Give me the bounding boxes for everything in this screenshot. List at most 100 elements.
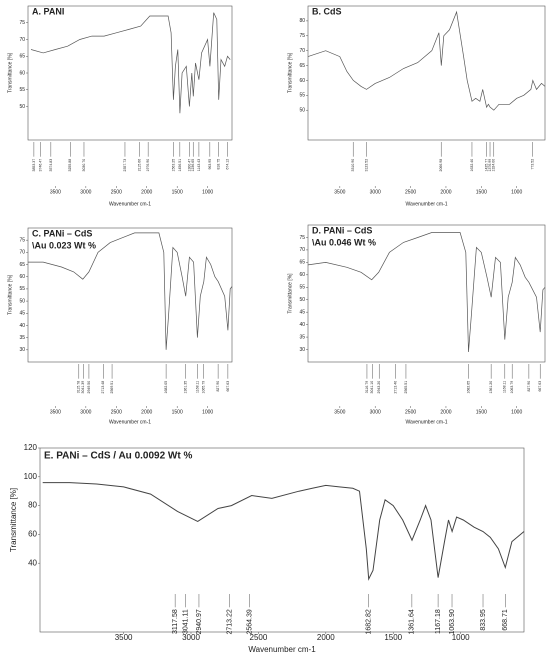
y-tick-label: 65 [299,63,305,69]
peak-label: 827.90 [216,381,220,392]
x-axis-label: Wavenumber cm-1 [109,419,151,425]
peak-label: 667.63 [226,381,230,392]
chart-title: E. PANi – CdS / Au 0.0092 Wt % [44,451,192,462]
x-tick-label: 2000 [141,189,152,195]
peak-label: 1682.82 [365,609,372,634]
peak-label: 1376.99 [488,159,492,172]
x-tick-label: 1000 [452,633,470,642]
y-axis-label: Transmittance [%] [287,273,293,314]
plot-frame [27,5,233,141]
peak-label: 3255.88 [68,159,72,172]
peak-label: 1167.18 [435,609,442,634]
y-tick-label: 60 [19,70,25,76]
peak-label: 2940.97 [196,609,203,634]
y-tick-label: 35 [19,335,25,341]
peak-label: 2357.73 [123,159,127,172]
peak-label: 1361.35 [184,381,188,394]
y-axis-label: Transmittance [%] [9,488,18,552]
peak-label: 1063.90 [449,609,456,634]
peak-label: 1065.79 [202,381,206,394]
y-tick-label: 75 [19,20,25,26]
peak-label: 667.63 [538,381,542,392]
chart-subtitle: \Au 0.023 Wt % [32,240,96,250]
y-tick-label: 75 [299,235,305,241]
peak-label: 2713.48 [101,381,105,394]
x-tick-label: 1000 [511,409,522,415]
y-tick-label: 55 [299,93,305,99]
peak-label: 2569.51 [110,381,114,394]
peak-label: 3123.52 [364,159,368,172]
x-tick-label: 3500 [334,189,345,195]
y-tick-label: 60 [299,78,305,84]
x-axis-label: Wavenumber cm-1 [248,645,316,654]
peak-label: 833.95 [480,609,487,631]
peak-label: 3574.83 [49,159,53,172]
x-tick-label: 1500 [476,409,487,415]
peak-label: 3853.37 [32,159,36,172]
x-tick-label: 3000 [370,409,381,415]
peak-label: 827.90 [527,381,531,392]
chart-title: D. PANi – CdS [312,225,372,235]
y-tick-label: 50 [299,297,305,303]
y-tick-label: 55 [19,286,25,292]
x-tick-label: 3500 [50,409,61,415]
peak-label: 773.52 [531,159,535,170]
y-axis-label: Transmittance [%] [7,52,13,93]
y-axis-label: Transmittance [%] [7,274,13,315]
spectrum-line [42,482,525,581]
x-tick-label: 2500 [111,189,122,195]
x-tick-label: 2000 [141,409,152,415]
plot-frame [307,5,546,141]
peak-label: 1456.51 [178,159,182,172]
y-tick-label: 70 [19,250,25,256]
peak-label: 818.75 [217,159,221,170]
peak-label: 2949.50 [87,381,91,394]
peak-label: 1300.47 [187,159,191,172]
y-tick-label: 60 [299,272,305,278]
y-tick-label: 40 [299,322,305,328]
peak-label: 2943.20 [377,381,381,394]
y-tick-label: 50 [19,104,25,110]
plot-frame [307,224,546,363]
chart-subtitle: \Au 0.046 Wt % [312,237,376,247]
x-tick-label: 3500 [115,633,133,642]
x-tick-label: 1500 [172,189,183,195]
peak-label: 668.71 [502,609,509,631]
chart-title: B. CdS [312,6,342,16]
x-tick-label: 1000 [202,409,213,415]
peak-label: 3310.90 [351,159,355,172]
peak-label: 674.12 [225,159,229,170]
peak-label: 2565.51 [404,381,408,394]
x-tick-label: 3500 [50,189,61,195]
x-tick-label: 2500 [111,409,122,415]
peak-label: 3041.10 [370,381,374,394]
peak-label: 3116.79 [365,381,369,393]
plot-frame [27,227,233,363]
x-axis-label: Wavenumber cm-1 [109,201,151,207]
y-tick-label: 75 [19,238,25,244]
x-tick-label: 3000 [182,633,200,642]
x-tick-label: 3000 [370,189,381,195]
peak-label: 3041.39 [81,381,85,394]
peak-label: 1236.65 [191,159,195,172]
peak-label: 3115.78 [77,381,81,393]
y-tick-label: 40 [28,558,37,567]
peak-label: 1682.05 [164,381,168,394]
x-tick-label: 2500 [250,633,268,642]
y-tick-label: 45 [299,310,305,316]
x-tick-label: 2500 [405,189,416,195]
y-tick-label: 75 [299,33,305,39]
peak-label: 2713.22 [227,609,234,634]
x-tick-label: 1500 [384,633,402,642]
peak-label: 3030.70 [82,159,86,172]
peak-label: 3041.11 [182,609,189,634]
y-tick-label: 70 [299,247,305,253]
y-tick-label: 55 [299,285,305,291]
y-tick-label: 65 [19,262,25,268]
y-tick-label: 120 [24,443,38,452]
peak-label: 1168.11 [503,381,507,393]
peak-label: 1168.11 [195,381,199,393]
peak-label: 2564.39 [247,609,254,634]
spectrum-line [307,10,546,111]
